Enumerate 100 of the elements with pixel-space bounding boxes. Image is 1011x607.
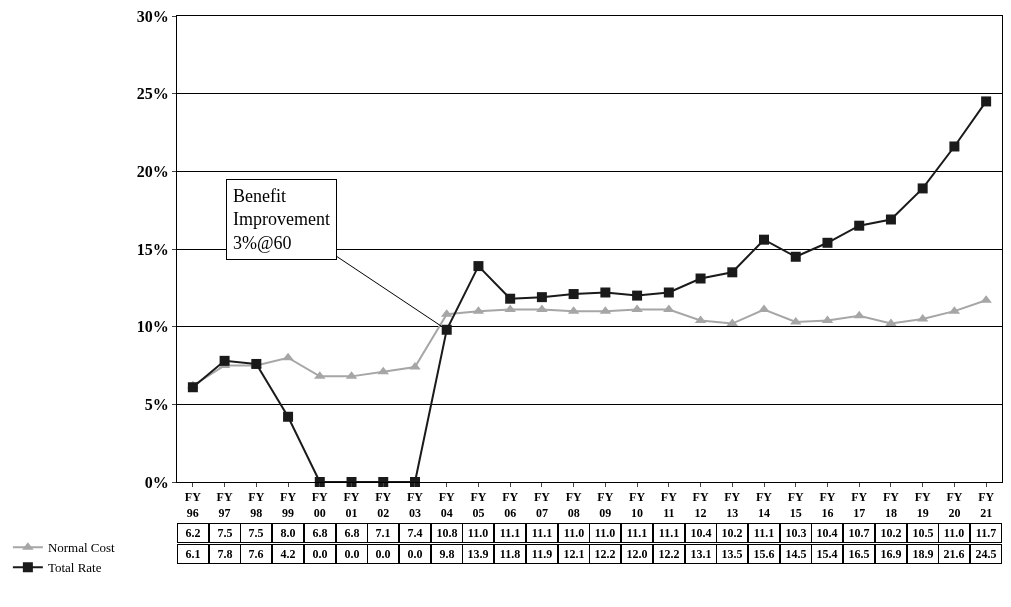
- point: [600, 287, 611, 298]
- data-label: 11.0: [467, 526, 489, 540]
- point: [282, 352, 294, 361]
- point: [441, 324, 452, 335]
- data-label: 11.0: [563, 526, 585, 540]
- legend-label: Normal Cost: [47, 540, 116, 556]
- data-label: 8.0: [280, 526, 296, 540]
- data-label: 7.8: [217, 547, 233, 561]
- data-label: 18.9: [912, 547, 934, 561]
- data-label: 11.1: [499, 526, 521, 540]
- x-tick-label: FY 98: [248, 490, 265, 520]
- data-label: 11.8: [499, 547, 521, 561]
- y-tick-label: 10%: [136, 318, 169, 336]
- point: [473, 261, 484, 272]
- data-label: 11.7: [975, 526, 997, 540]
- data-label: 11.1: [626, 526, 648, 540]
- x-tick-label: FY 06: [502, 490, 519, 520]
- data-label: 11.1: [531, 526, 553, 540]
- y-tick-label: 20%: [136, 162, 169, 180]
- point: [504, 304, 516, 313]
- x-tick-label: FY 14: [756, 490, 773, 520]
- data-label: 6.8: [344, 526, 360, 540]
- data-label: 12.2: [594, 547, 616, 561]
- x-tick-label: FY 97: [216, 490, 233, 520]
- point: [219, 355, 230, 366]
- point: [822, 237, 833, 248]
- data-label: 10.4: [816, 526, 838, 540]
- data-label: 10.2: [880, 526, 902, 540]
- y-tick-label: 25%: [136, 85, 169, 103]
- point: [536, 304, 548, 313]
- data-label: 14.5: [785, 547, 807, 561]
- data-label: 9.8: [439, 547, 455, 561]
- data-label: 10.7: [848, 526, 870, 540]
- data-label: 16.9: [880, 547, 902, 561]
- y-tick-label: 15%: [136, 240, 169, 258]
- y-tick-label: 5%: [144, 395, 169, 413]
- data-label: 10.4: [690, 526, 712, 540]
- x-tick-label: FY 00: [311, 490, 329, 520]
- data-label: 13.1: [690, 547, 712, 561]
- x-tick-label: FY 20: [946, 490, 963, 520]
- point: [695, 273, 706, 284]
- x-tick-label: FY 01: [343, 490, 360, 520]
- data-label: 21.6: [943, 547, 965, 561]
- x-tick-label: FY 13: [724, 490, 741, 520]
- data-label: 11.1: [658, 526, 680, 540]
- x-tick-label: FY 10: [629, 490, 646, 520]
- x-tick-label: FY 07: [533, 490, 551, 520]
- point: [854, 220, 865, 231]
- data-label: 24.5: [975, 547, 997, 561]
- data-label: 13.9: [467, 547, 489, 561]
- point: [885, 214, 896, 225]
- data-label: 12.2: [658, 547, 680, 561]
- data-label: 4.2: [280, 547, 296, 561]
- x-tick-label: FY 05: [470, 490, 487, 520]
- point: [505, 293, 516, 304]
- data-label: 15.6: [753, 547, 775, 561]
- data-label: 6.2: [185, 526, 201, 540]
- x-tick-label: FY 17: [851, 490, 868, 520]
- legend-label: Total Rate: [47, 560, 102, 576]
- point: [727, 267, 738, 278]
- x-tick-label: FY 16: [819, 490, 836, 520]
- x-tick-label: FY 21: [978, 490, 995, 520]
- data-label: 11.0: [594, 526, 616, 540]
- data-label: 11.1: [753, 526, 775, 540]
- point: [885, 318, 897, 327]
- y-tick-label: 30%: [136, 7, 169, 25]
- point: [536, 292, 547, 303]
- x-tick-label: FY 18: [882, 490, 900, 520]
- point: [631, 304, 643, 313]
- data-label: 16.5: [848, 547, 870, 561]
- data-label: 10.3: [785, 526, 807, 540]
- data-label: 0.0: [375, 547, 391, 561]
- data-label: 7.4: [407, 526, 423, 540]
- point: [632, 290, 643, 301]
- x-tick-label: FY 99: [280, 490, 297, 520]
- point: [663, 287, 674, 298]
- x-tick-label: FY 19: [914, 490, 931, 520]
- x-tick-label: FY 15: [787, 490, 805, 520]
- data-label: 12.0: [626, 547, 648, 561]
- x-tick-label: FY 02: [375, 490, 392, 520]
- y-tick-label: 0%: [144, 473, 169, 491]
- data-label: 10.8: [436, 526, 458, 540]
- x-tick-label: FY 11: [660, 490, 678, 520]
- data-label: 7.6: [248, 547, 264, 561]
- point: [758, 304, 770, 313]
- data-label: 7.5: [217, 526, 233, 540]
- point: [949, 141, 960, 152]
- point: [853, 310, 865, 319]
- point: [917, 183, 928, 194]
- point: [568, 289, 579, 300]
- annotation: Benefit Improvement 3%@60: [233, 186, 330, 253]
- x-tick-label: FY 04: [438, 490, 456, 520]
- data-label: 6.1: [185, 547, 201, 561]
- data-label: 15.4: [816, 547, 838, 561]
- data-label: 6.8: [312, 526, 328, 540]
- data-label: 10.2: [721, 526, 743, 540]
- point: [759, 234, 770, 245]
- x-tick-label: FY 03: [406, 490, 424, 520]
- x-tick-label: FY 12: [692, 490, 709, 520]
- data-label: 13.5: [721, 547, 743, 561]
